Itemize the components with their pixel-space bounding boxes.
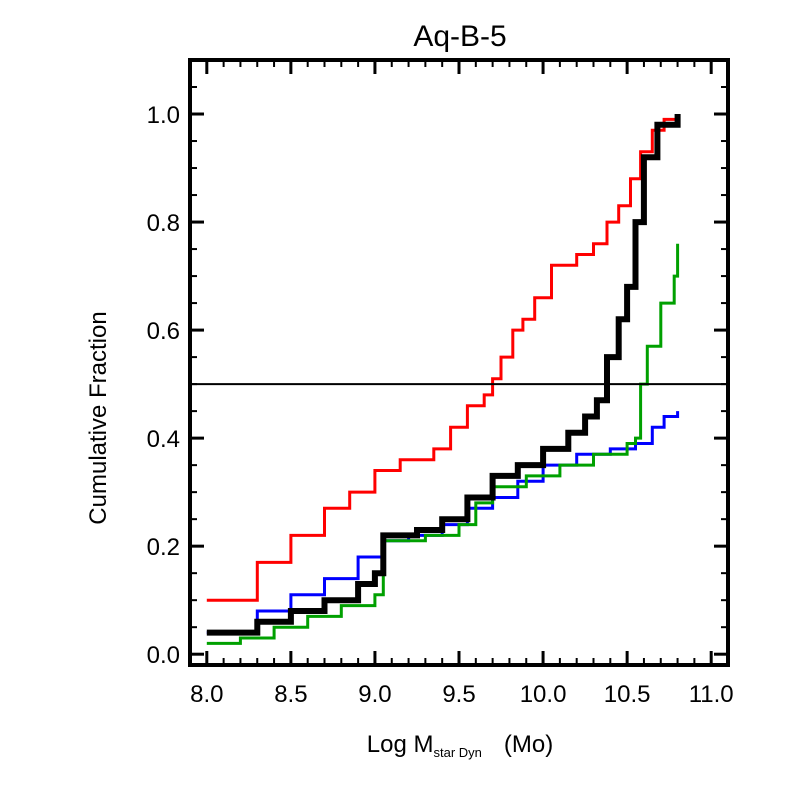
x-tick-label: 9.5 [442, 681, 475, 708]
y-axis-label: Cumulative Fraction [85, 311, 112, 524]
x-tick-label: 11.0 [689, 681, 734, 708]
x-tick-label: 10.0 [520, 681, 567, 708]
series-line-3 [206, 243, 680, 645]
x-tick-label: 9.0 [358, 681, 391, 708]
x-axis-label-unit: (Mo) [504, 731, 553, 758]
series-layer [206, 114, 681, 645]
x-axis-label-subscript: star Dyn [433, 745, 481, 760]
series-line-2 [206, 411, 680, 635]
x-tick-label: 8.0 [190, 681, 223, 708]
y-tick-label: 0.0 [147, 642, 180, 669]
y-tick-label: 1.0 [147, 102, 180, 129]
x-axis-label-main: Log M [367, 731, 434, 758]
y-tick-label: 0.8 [147, 210, 180, 237]
series-line-1 [206, 114, 680, 602]
y-tick-label: 0.4 [147, 426, 180, 453]
x-tick-label: 8.5 [274, 681, 307, 708]
x-tick-label: 10.5 [604, 681, 651, 708]
y-tick-label: 0.2 [147, 534, 180, 561]
axis-layer: 8.0 8.5 9.0 9.5 10.0 10.5 11.0 0.0 0.2 0.4 0.6 0.8 1… [147, 58, 734, 708]
series-line-4 [206, 114, 681, 636]
x-axis-label: Log Mstar Dyn (Mo) [367, 731, 553, 760]
y-tick-label: 0.6 [147, 318, 180, 345]
chart-title: Aq-B-5 [413, 20, 506, 53]
